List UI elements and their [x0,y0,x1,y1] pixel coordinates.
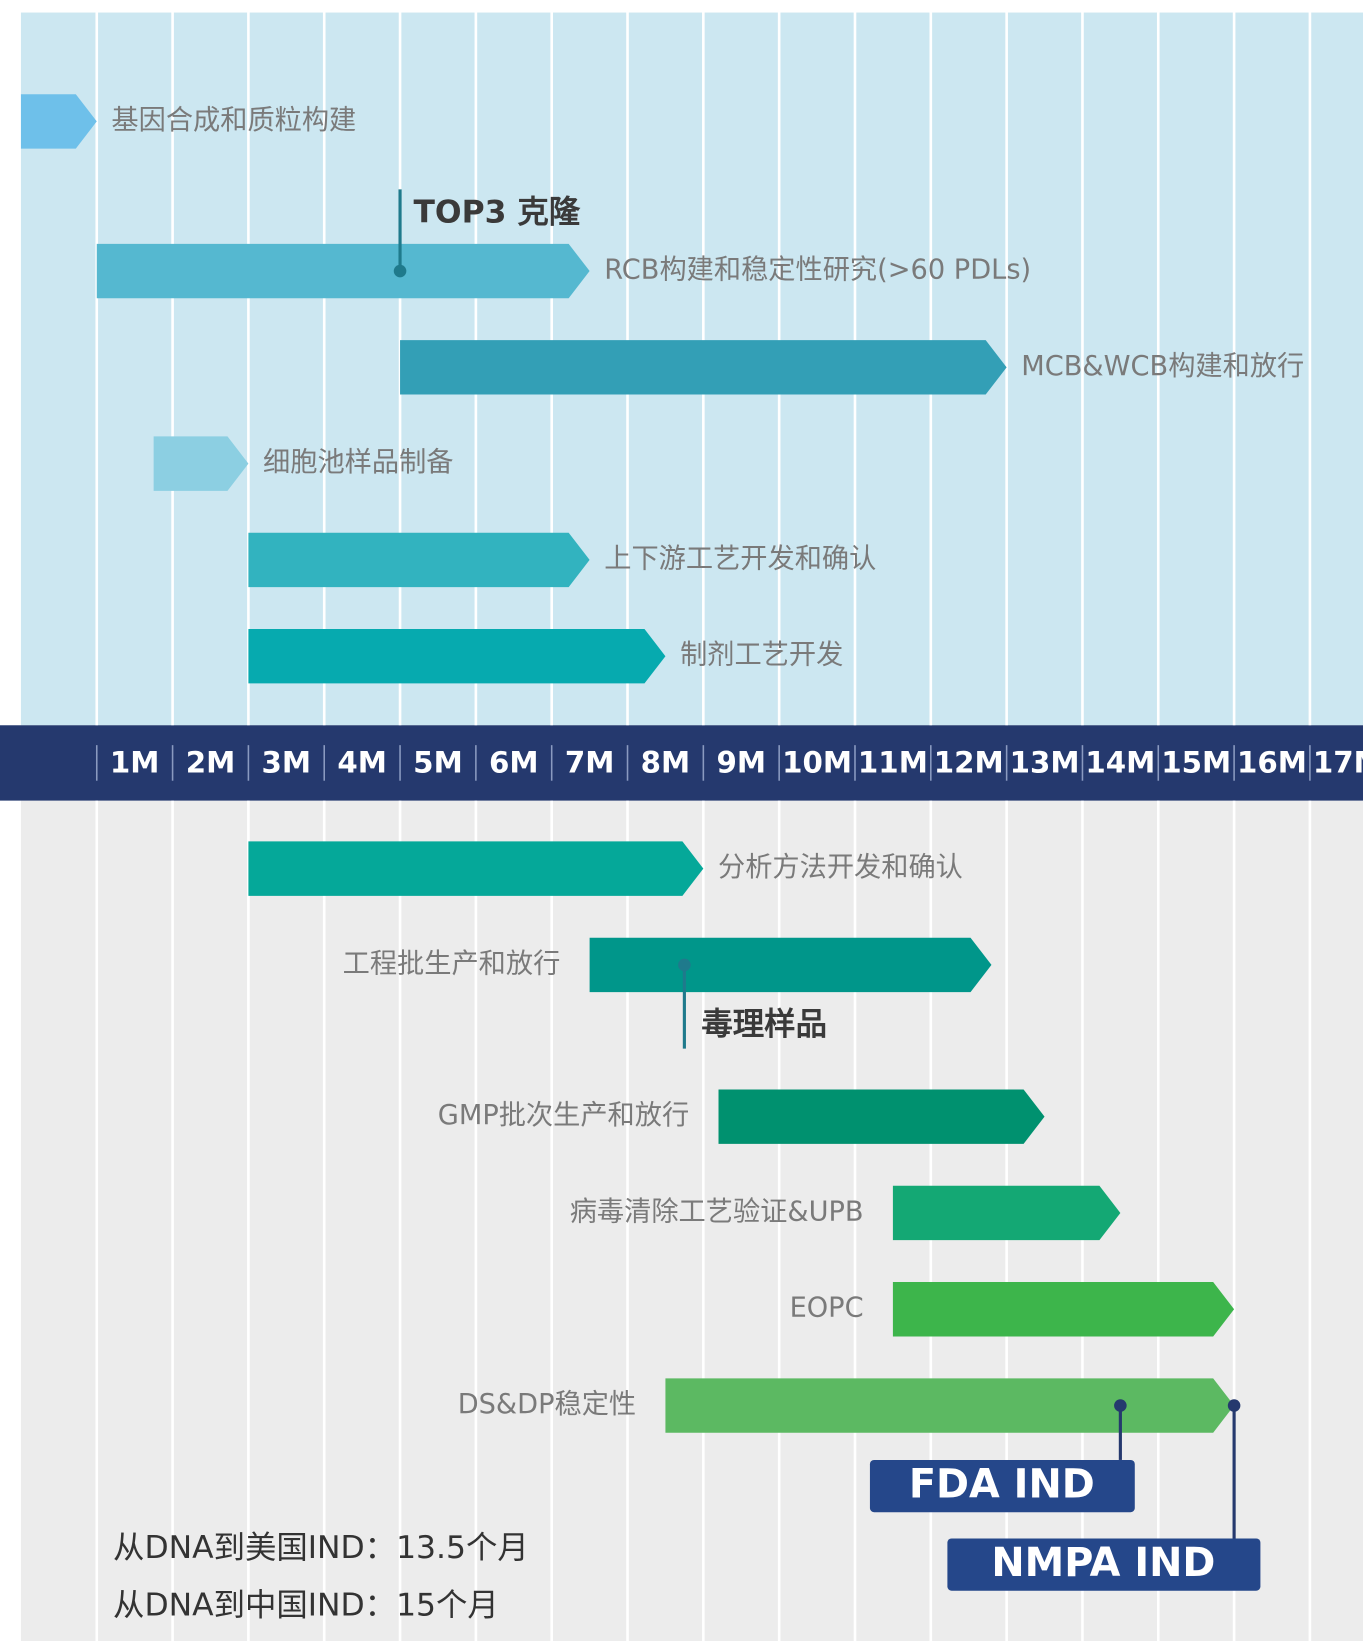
task-label: 细胞池样品制备 [263,447,453,478]
x-tick-label: 16M [1237,745,1307,779]
task-label: 基因合成和质粒构建 [111,105,356,136]
task-bar [248,532,590,588]
milestone-label: 毒理样品 [701,1007,827,1043]
milestone-label: FDA IND [909,1462,1095,1508]
task-bar [20,94,97,149]
x-tick-label: 5M [413,745,463,779]
x-tick-label: 9M [716,745,766,779]
task-bar [400,340,1007,395]
x-tick-label: 13M [1010,745,1080,779]
task-bar [718,1089,1045,1144]
x-tick-label: 14M [1085,745,1155,779]
task-label: 工程批生产和放行 [343,948,561,979]
x-tick-label: 17M [1313,745,1363,779]
task-bar [892,1282,1235,1337]
task-label: 上下游工艺开发和确认 [604,543,876,574]
task-bar [589,937,992,993]
x-tick-label: 11M [858,745,928,779]
task-label: 病毒清除工艺验证&UPB [570,1196,864,1227]
task-bar [892,1185,1121,1241]
axis-band [0,725,1363,801]
task-label: 分析方法开发和确认 [718,852,963,883]
task-label: DS&DP稳定性 [458,1389,636,1420]
x-tick-label: 12M [934,745,1004,779]
task-bar [153,436,249,491]
task-label: GMP批次生产和放行 [438,1100,689,1131]
milestone-dot [393,264,407,278]
x-tick-label: 2M [186,745,236,779]
task-label: 制剂工艺开发 [680,640,843,671]
x-tick-label: 1M [110,745,160,779]
x-tick-label: 4M [337,745,387,779]
x-tick-label: 10M [782,745,852,779]
milestone-box [947,1538,1261,1591]
task-label: EOPC [790,1293,864,1324]
task-bar [96,243,590,299]
milestone-dot [678,958,691,972]
task-label: MCB&WCB构建和放行 [1021,351,1304,382]
x-tick-label: 8M [641,745,691,779]
x-tick-label: 3M [262,745,312,779]
x-tick-label: 6M [489,745,539,779]
task-bar [248,628,666,684]
task-label: RCB构建和稳定性研究(>60 PDLs) [604,255,1031,286]
milestone-label: NMPA IND [991,1540,1215,1586]
milestone-box [869,1459,1135,1513]
task-bar [665,1378,1235,1433]
milestone-label: TOP3 克隆 [414,195,581,231]
x-tick-label: 15M [1161,745,1231,779]
note: 从DNA到中国IND：15个月 [113,1587,499,1623]
note: 从DNA到美国IND：13.5个月 [113,1530,529,1566]
x-tick-label: 7M [565,745,615,779]
milestone-dot [1114,1399,1127,1412]
milestone-dot [1227,1399,1241,1412]
task-bar [248,841,704,896]
